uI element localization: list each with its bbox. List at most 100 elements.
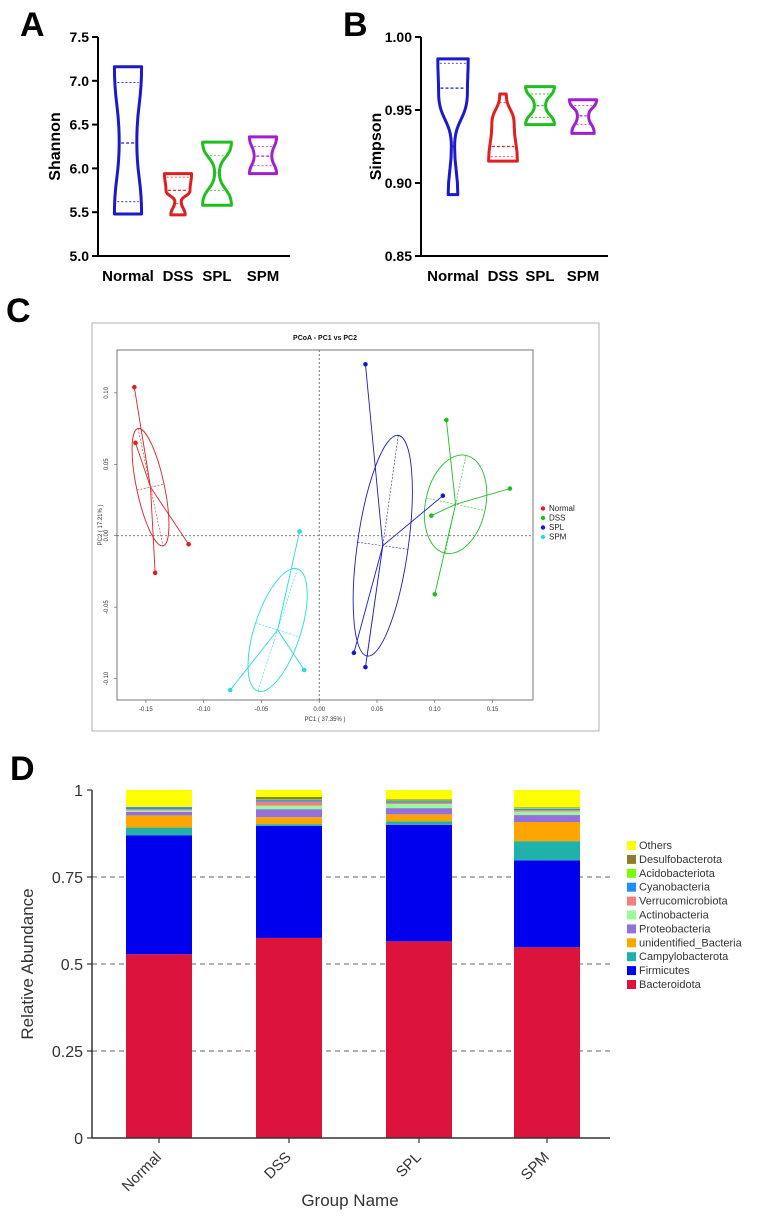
violin-dss — [487, 92, 519, 163]
ellipse-minor-axis-spm — [255, 622, 300, 638]
bar-segment-dss-desulfobacterota — [256, 796, 322, 800]
legend-marker-normal — [540, 506, 546, 511]
bar-segment-spl-unidentified-bacteria — [386, 814, 452, 822]
ellipse-minor-axis-normal — [136, 483, 165, 491]
legend-swatch-firmicutes — [627, 966, 636, 976]
bar-segment-spl-verrucomicrobiota — [386, 802, 452, 804]
violin-chart-shannon: 5.0 5.5 6.0 6.5 7.0 7.5 Shannon Normal DSS SPL SPM — [47, 29, 290, 285]
point-spl — [363, 664, 368, 670]
y-axis-label: Shannon — [47, 112, 64, 180]
violin-spl — [201, 140, 233, 207]
x-tick-label: 0.15 — [487, 707, 499, 713]
bar-segment-normal-firmicutes — [126, 835, 192, 955]
y-tick-label: 1 — [74, 783, 83, 800]
panel-label-c: C — [6, 292, 31, 330]
violin-normal — [436, 57, 470, 197]
spoke-normal — [135, 442, 151, 488]
legend-label-normal: Normal — [549, 504, 575, 513]
x-category-label-spl: SPL — [202, 268, 231, 285]
legend-swatch-desulfobacterota — [627, 854, 636, 864]
x-category-label-spm: SPM — [567, 268, 600, 285]
bar-segment-dss-cyanobacteria — [256, 800, 322, 802]
x-category-label-dss: DSS — [488, 268, 519, 285]
stacked-bar-chart: 0 0.25 0.5 0.75 1 Normal DSS SPL SPM Group Name Re… — [18, 783, 743, 1210]
bar-segment-spm-cyanobacteria — [514, 808, 580, 811]
bar-segment-normal-verrucomicrobiota — [126, 809, 192, 811]
legend-swatch-campylobacterota — [627, 952, 636, 962]
y-tick-label: 6.5 — [70, 117, 90, 133]
point-normal — [152, 570, 158, 576]
x-tick-label: 0.00 — [313, 707, 325, 713]
bar-segment-normal-others — [126, 790, 192, 808]
plot-area-border — [116, 349, 534, 701]
spoke-normal — [150, 487, 156, 573]
bar-segment-normal-bacteroidota — [126, 954, 192, 1138]
pcoa-frame — [91, 322, 600, 732]
x-tick-label: -0.05 — [255, 707, 269, 713]
x-tick-label: -0.15 — [139, 707, 153, 713]
spoke-spl — [364, 545, 384, 668]
bar-segment-dss-verrucomicrobiota — [256, 801, 322, 806]
bar-segment-normal-cyanobacteria — [126, 807, 192, 810]
point-dss — [432, 591, 438, 597]
spoke-dss — [434, 504, 457, 595]
point-normal — [132, 384, 137, 390]
y-tick-label: -0.05 — [104, 600, 110, 614]
point-spm — [227, 687, 233, 693]
bar-segment-spl-cyanobacteria — [386, 801, 452, 803]
chart-title: PCoA - PC1 vs PC2 — [293, 335, 357, 342]
bar-segment-spl-desulfobacterota — [386, 799, 452, 801]
legend-marker-spl — [540, 525, 546, 530]
bar-segment-spl-proteobacteria — [386, 808, 452, 815]
x-category-label-normal: Normal — [427, 268, 479, 285]
violin-dss — [162, 172, 194, 217]
x-category-label-dss: DSS — [261, 1149, 295, 1183]
bar-segment-dss-actinobacteria — [256, 805, 322, 810]
x-category-label-normal: Normal — [102, 268, 154, 285]
bar-segment-dss-others — [256, 790, 322, 797]
legend-label-proteobacteria: Proteobacteria — [639, 923, 711, 935]
legend-swatch-bacteroidota — [627, 980, 636, 989]
violin-spl — [524, 85, 556, 127]
y-tick-label: 0.75 — [52, 870, 83, 887]
y-tick-label: 5.0 — [70, 248, 90, 264]
bar-segment-dss-campylobacterota — [256, 824, 322, 826]
legend-label-desulfobacterota: Desulfobacterota — [639, 854, 723, 866]
spoke-spl — [353, 545, 384, 653]
spoke-dss — [445, 419, 457, 505]
legend-label-unidentified-bacteria: unidentified_Bacteria — [639, 937, 743, 949]
point-spm — [297, 529, 302, 534]
bar-segment-dss-bacteroidota — [256, 937, 322, 1138]
legend-label-acidobacteriota: Acidobacteriota — [639, 868, 716, 880]
violin-spm — [567, 98, 599, 135]
y-tick-label: 1.00 — [385, 29, 412, 45]
legend-swatch-unidentified-bacteria — [627, 938, 636, 948]
bar-segment-spl-acidobacteriota — [386, 800, 452, 802]
point-dss — [444, 417, 449, 423]
bar-segment-normal-proteobacteria — [126, 811, 192, 816]
x-axis-label: Group Name — [301, 1191, 398, 1210]
y-axis-label: Simpson — [368, 113, 385, 181]
bar-segment-spm-others — [514, 790, 580, 808]
bar-segment-spl-actinobacteria — [386, 803, 452, 809]
legend-label-actinobacteria: Actinobacteria — [639, 910, 710, 922]
y-tick-label: 0.85 — [385, 248, 412, 264]
legend-label-verrucomicrobiota: Verrucomicrobiota — [639, 896, 729, 908]
bar-segment-spm-actinobacteria — [514, 811, 580, 816]
y-tick-label: 7.5 — [70, 29, 90, 45]
x-category-label-spm: SPM — [518, 1149, 553, 1184]
legend-label-firmicutes: Firmicutes — [639, 965, 690, 977]
panel-label-a: A — [20, 6, 45, 44]
x-tick-label: 0.10 — [429, 707, 441, 713]
legend-label-cyanobacteria: Cyanobacteria — [639, 882, 711, 894]
bar-segment-dss-acidobacteriota — [256, 799, 322, 801]
bar-segment-spm-unidentified-bacteria — [514, 822, 580, 842]
x-axis-label: PC1 ( 37.35% ) — [304, 717, 345, 723]
bar-segment-spl-bacteroidota — [386, 941, 452, 1138]
y-tick-label: 7.0 — [70, 73, 90, 89]
legend-label-campylobacterota: Campylobacterota — [639, 951, 729, 963]
legend-marker-dss — [540, 515, 546, 521]
bar-segment-spm-bacteroidota — [514, 947, 580, 1138]
point-dss — [507, 486, 513, 491]
bar-segment-spm-proteobacteria — [514, 815, 580, 823]
